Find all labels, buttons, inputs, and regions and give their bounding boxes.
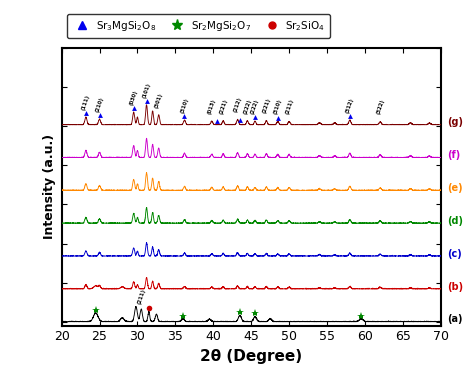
Text: (310): (310)	[273, 98, 283, 115]
Text: (a): (a)	[447, 314, 463, 324]
Text: (b): (b)	[447, 282, 463, 292]
Text: (310): (310)	[180, 97, 189, 114]
Text: (322): (322)	[375, 99, 385, 115]
Text: (c): (c)	[447, 249, 462, 259]
Text: (212): (212)	[233, 97, 242, 114]
Text: (301): (301)	[154, 92, 164, 108]
Text: (222): (222)	[243, 98, 252, 115]
Text: (211): (211)	[284, 98, 294, 115]
Text: (111): (111)	[81, 94, 91, 111]
Text: (222): (222)	[250, 98, 260, 115]
Legend: Sr$_3$MgSi$_2$O$_8$, Sr$_2$MgSi$_2$O$_7$, Sr$_2$SiO$_4$: Sr$_3$MgSi$_2$O$_8$, Sr$_2$MgSi$_2$O$_7$…	[67, 14, 330, 38]
Text: (030): (030)	[129, 89, 138, 106]
Text: (312): (312)	[345, 97, 355, 114]
Y-axis label: Intensity (a.u.): Intensity (a.u.)	[43, 134, 56, 239]
Text: (f): (f)	[447, 150, 460, 160]
Text: (101): (101)	[142, 82, 151, 99]
Text: (211): (211)	[137, 288, 146, 305]
Text: (d): (d)	[447, 216, 463, 226]
Text: (e): (e)	[447, 183, 463, 193]
X-axis label: 2θ (Degree): 2θ (Degree)	[200, 349, 302, 364]
Text: (g): (g)	[447, 117, 463, 127]
Text: (210): (210)	[95, 96, 104, 113]
Text: (221): (221)	[262, 97, 271, 114]
Text: (013): (013)	[207, 98, 217, 115]
Text: (221): (221)	[219, 98, 228, 115]
